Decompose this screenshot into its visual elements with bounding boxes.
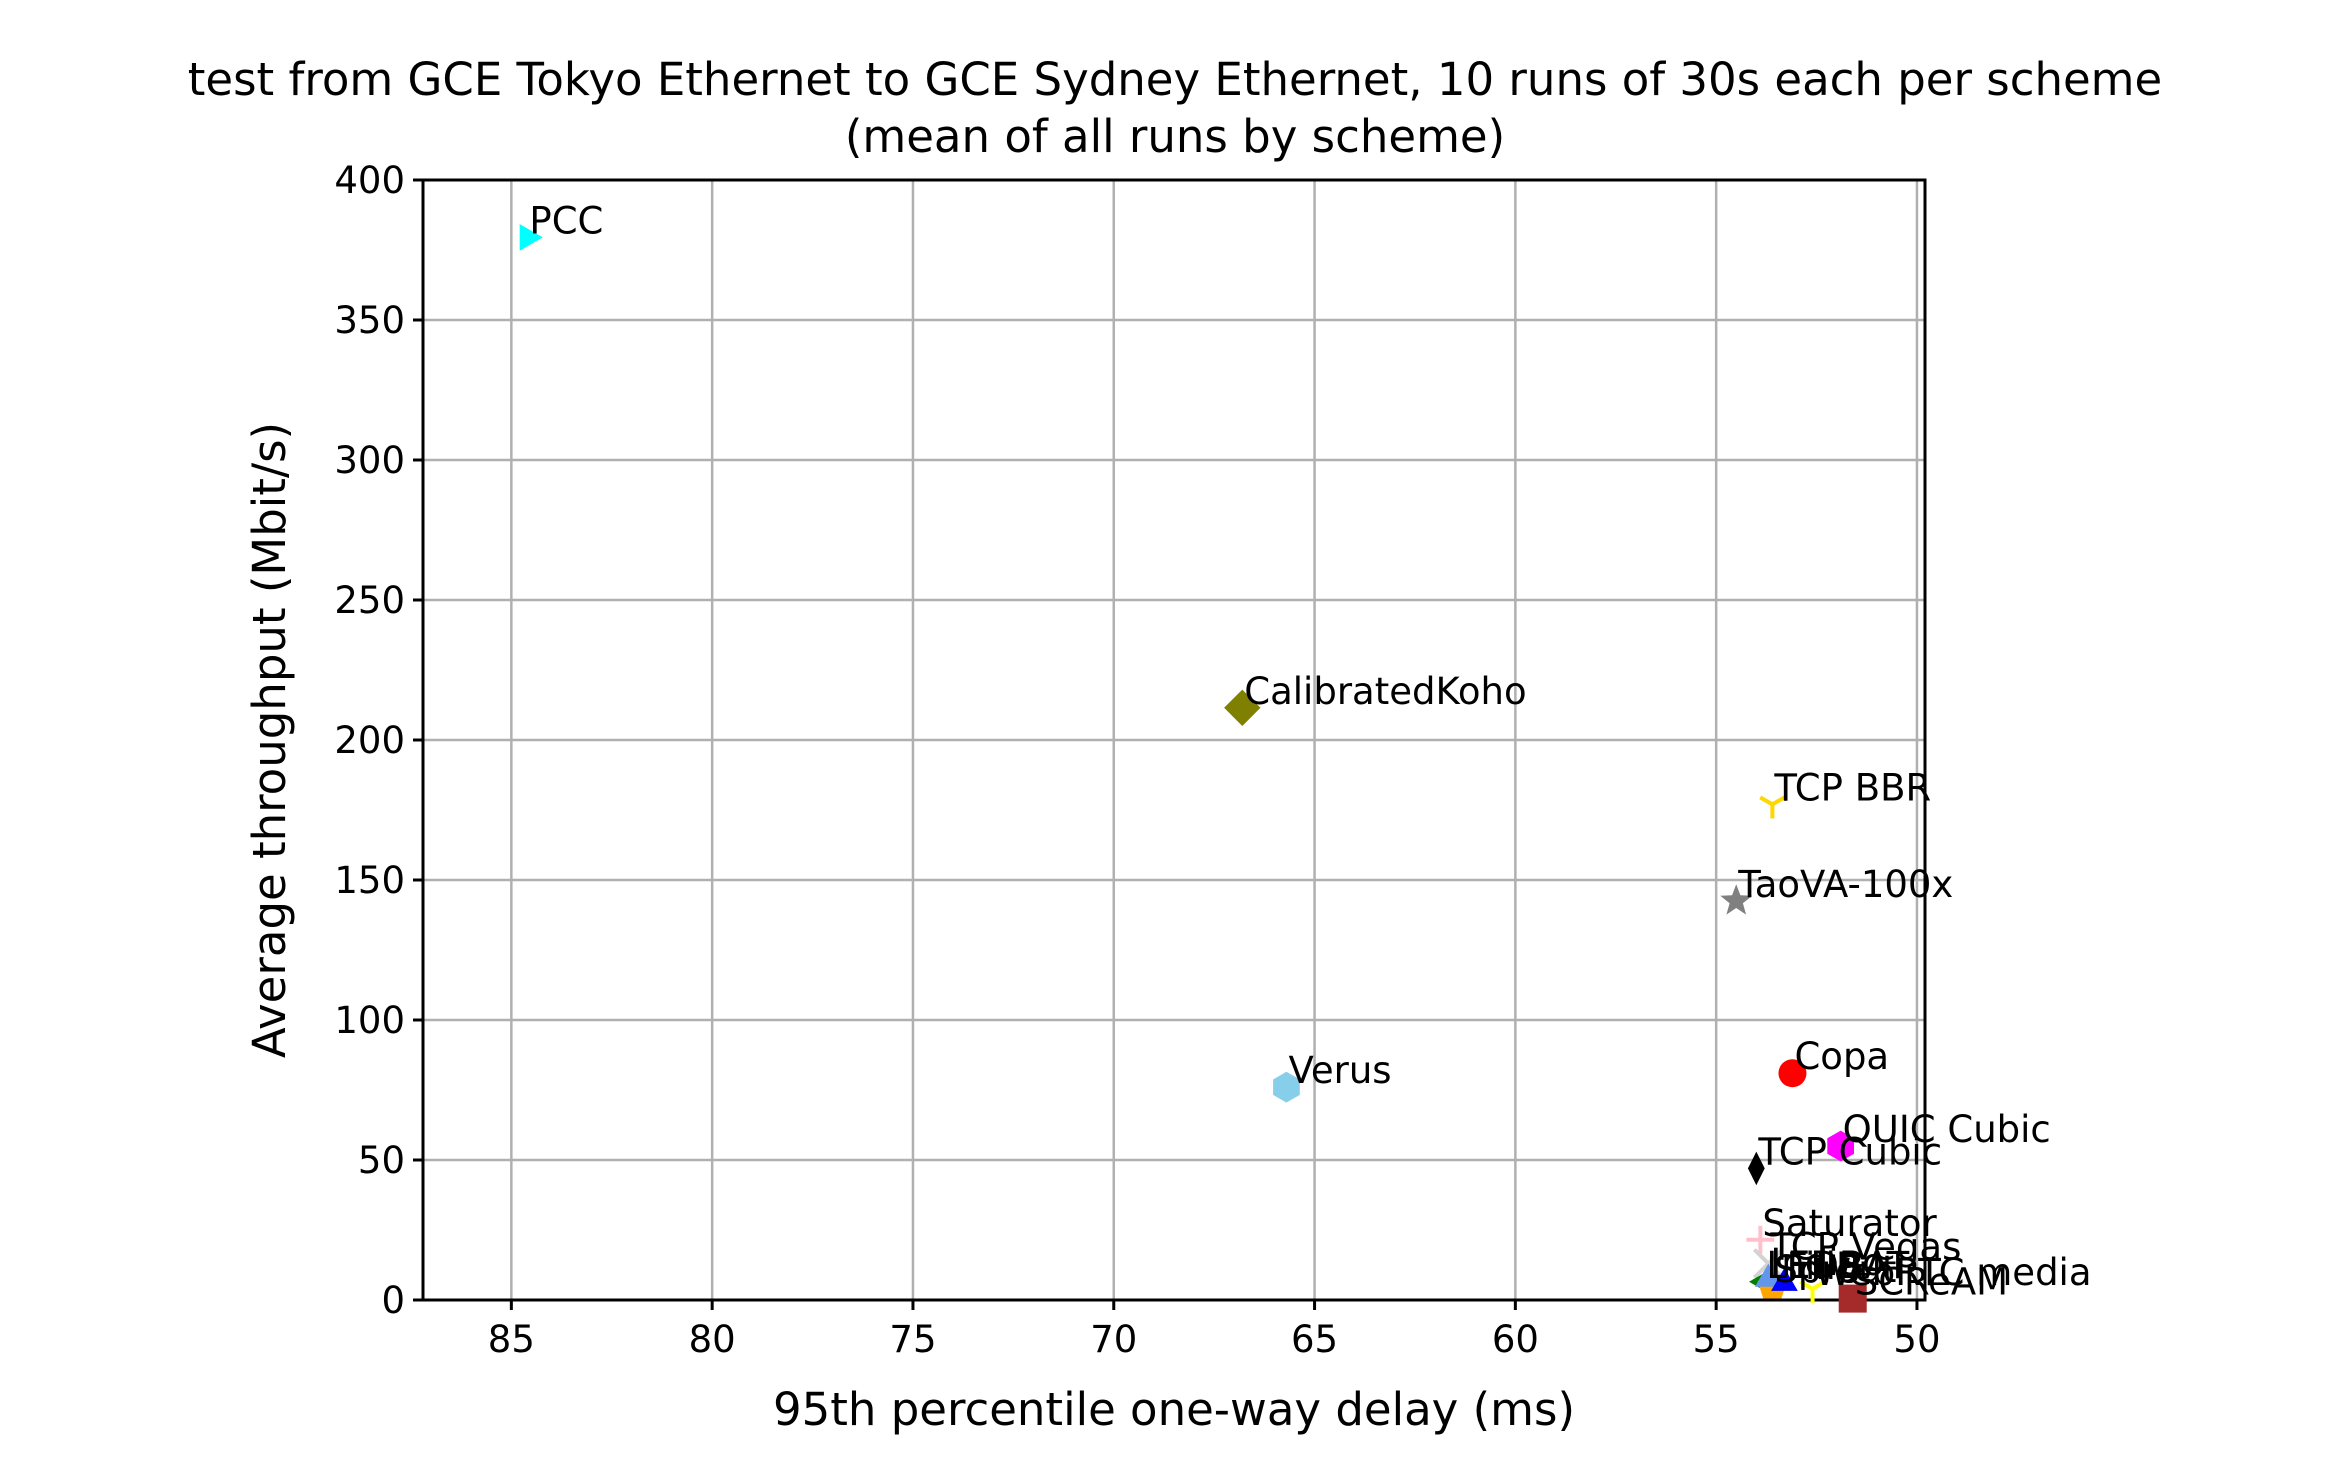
point-labels: PCC CalibratedKoho TCP BBR TaoVA-100x Verus C… bbox=[529, 199, 2091, 1303]
point-label: CalibratedKoho bbox=[1244, 670, 1526, 713]
point-label: WebRTC media bbox=[1815, 1251, 2092, 1294]
point-label: TaoVA-100x bbox=[1737, 863, 1953, 906]
point-label: Sprout bbox=[1774, 1248, 1896, 1291]
data-point bbox=[1746, 1225, 1775, 1254]
marker-shape bbox=[1720, 884, 1753, 915]
x-tick-label: 65 bbox=[1291, 1318, 1338, 1361]
marker-shape bbox=[1778, 1059, 1807, 1088]
y-tick-label: 250 bbox=[334, 579, 405, 622]
x-axis-label: 95th percentile one-way delay (ms) bbox=[773, 1383, 1575, 1436]
y-tick-label: 350 bbox=[334, 299, 405, 342]
x-tick-label: 55 bbox=[1693, 1318, 1740, 1361]
x-tick-label: 60 bbox=[1492, 1318, 1539, 1361]
marker-shape bbox=[1827, 1130, 1854, 1162]
y-tick-label: 50 bbox=[358, 1139, 405, 1182]
data-point bbox=[1755, 1263, 1782, 1287]
chart-title: test from GCE Tokyo Ethernet to GCE Sydn… bbox=[188, 53, 2162, 106]
marker-shape bbox=[1759, 795, 1774, 807]
data-point bbox=[1224, 689, 1261, 726]
marker-shape bbox=[1752, 1248, 1784, 1280]
y-tick-label: 100 bbox=[334, 999, 405, 1042]
marker-shape bbox=[519, 224, 543, 251]
point-label: TCP Cubic bbox=[1757, 1130, 1942, 1173]
y-tick-label: 200 bbox=[334, 719, 405, 762]
data-point bbox=[1747, 1151, 1765, 1186]
y-tick-label: 150 bbox=[334, 859, 405, 902]
marker-shape bbox=[1273, 1071, 1300, 1103]
marker-shape bbox=[1811, 1280, 1826, 1291]
data-point bbox=[1799, 1280, 1826, 1303]
data-points bbox=[519, 224, 1867, 1313]
marker-shape bbox=[1771, 795, 1786, 807]
x-tick-label: 75 bbox=[889, 1318, 936, 1361]
x-tick-label: 80 bbox=[689, 1318, 736, 1361]
point-label: FillP bbox=[1786, 1245, 1858, 1288]
data-point bbox=[1752, 1248, 1784, 1280]
axis-ticks: 85 80 75 70 65 60 55 50 0 50 100 150 200 250 300 350 400 bbox=[334, 159, 1940, 1361]
data-point bbox=[1827, 1130, 1854, 1162]
point-label: Indigo bbox=[1770, 1241, 1884, 1284]
data-point bbox=[519, 224, 543, 251]
point-label: TCP Vegas bbox=[1769, 1226, 1961, 1269]
data-point bbox=[1720, 884, 1753, 915]
point-label: Copa bbox=[1794, 1035, 1889, 1078]
point-label: TCP BBR bbox=[1773, 766, 1931, 809]
point-label: Saturator bbox=[1762, 1202, 1937, 1245]
x-tick-label: 85 bbox=[488, 1318, 535, 1361]
data-point bbox=[1273, 1071, 1300, 1103]
marker-shape bbox=[1838, 1284, 1867, 1313]
point-label: SCReAM bbox=[1855, 1261, 2008, 1304]
x-tick-label: 50 bbox=[1893, 1318, 1940, 1361]
marker-shape bbox=[1755, 1263, 1782, 1287]
data-point bbox=[1759, 795, 1786, 819]
point-label: PCC bbox=[529, 199, 603, 242]
point-label: LEDBAT bbox=[1766, 1244, 1909, 1287]
data-point bbox=[1838, 1284, 1867, 1313]
y-tick-label: 400 bbox=[334, 159, 405, 202]
marker-shape bbox=[1747, 1151, 1765, 1186]
y-axis-label: Average throughput (Mbit/s) bbox=[243, 422, 296, 1058]
data-point bbox=[1771, 1267, 1798, 1291]
marker-shape bbox=[1224, 689, 1261, 726]
point-label: Verus bbox=[1288, 1049, 1391, 1092]
marker-shape bbox=[1771, 1267, 1798, 1291]
y-tick-label: 0 bbox=[381, 1279, 405, 1322]
grid bbox=[423, 178, 1925, 1302]
plot-area bbox=[421, 178, 1927, 1302]
point-label: QUIC Cubic bbox=[1843, 1108, 2051, 1151]
marker-shape bbox=[1799, 1280, 1814, 1291]
data-point bbox=[1778, 1059, 1807, 1088]
y-tick-label: 300 bbox=[334, 439, 405, 482]
x-tick-label: 70 bbox=[1090, 1318, 1137, 1361]
chart-subtitle: (mean of all runs by scheme) bbox=[845, 110, 1505, 163]
